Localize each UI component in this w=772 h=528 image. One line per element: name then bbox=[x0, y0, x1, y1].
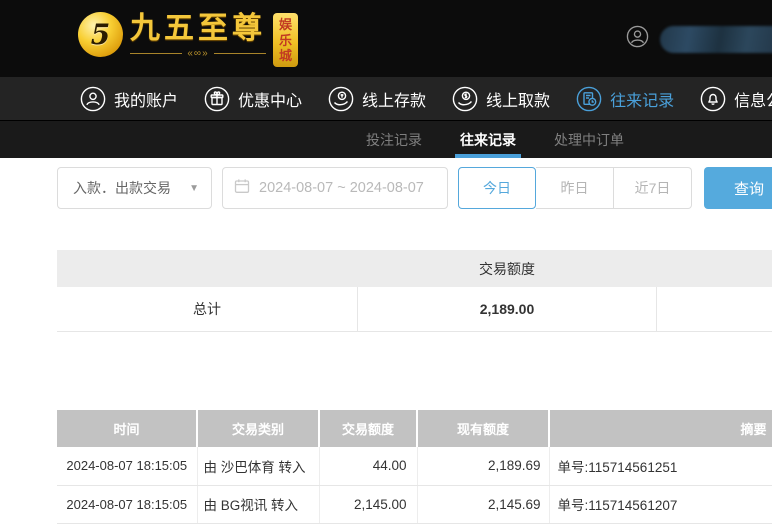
yesterday-button[interactable]: 昨日 bbox=[536, 167, 614, 209]
badge-char: 乐 bbox=[278, 32, 292, 48]
dropdown-arrow-icon: ▼ bbox=[189, 182, 199, 194]
nav-label: 往来记录 bbox=[610, 92, 675, 110]
col-header-type: 交易类别 bbox=[197, 410, 320, 447]
nav-label: 线上取款 bbox=[486, 92, 551, 110]
cell-type: 由 沙巴体育 转入 bbox=[197, 447, 320, 486]
summary-total-row: 总计 2,189.00 bbox=[57, 287, 772, 332]
avatar-icon bbox=[626, 25, 649, 53]
nav-item-deposit[interactable]: 线上存款 bbox=[328, 86, 426, 112]
summary-total-value: 2,189.00 bbox=[357, 287, 657, 331]
today-button[interactable]: 今日 bbox=[458, 167, 536, 209]
filter-row: 入款．出款交易 ▼ 2024-08-07 ~ 2024-08-07 今日 昨日 … bbox=[57, 167, 772, 209]
records-table: 时间 交易类别 交易额度 现有额度 摘要 2024-08-07 18:15:05… bbox=[57, 410, 772, 524]
select-value: 入款．出款交易 bbox=[73, 180, 171, 196]
col-header-summary: 摘要 bbox=[549, 410, 772, 447]
cell-amount: 2,145.00 bbox=[319, 485, 418, 524]
cell-amount: 44.00 bbox=[319, 447, 418, 486]
flourish-ornament-icon: «∞» bbox=[130, 48, 266, 59]
tab-processing-orders[interactable]: 处理中订单 bbox=[554, 131, 624, 148]
gift-icon bbox=[204, 86, 230, 112]
nav-item-announcements[interactable]: 信息公告 bbox=[700, 86, 772, 112]
table-row: 2024-08-07 18:15:05 由 BG视讯 转入 2,145.00 2,14… bbox=[57, 485, 772, 524]
nav-label: 线上存款 bbox=[362, 92, 427, 110]
cell-summary: 单号:115714561251 bbox=[549, 447, 772, 486]
logo-95-icon: 5 bbox=[78, 12, 123, 57]
cell-type: 由 BG视讯 转入 bbox=[197, 485, 320, 524]
username-redacted bbox=[660, 25, 772, 53]
badge-char: 娱 bbox=[278, 17, 292, 32]
transaction-type-select[interactable]: 入款．出款交易 ▼ bbox=[57, 167, 212, 209]
nav-item-withdraw[interactable]: 线上取款 bbox=[452, 86, 550, 112]
col-header-time: 时间 bbox=[57, 410, 198, 447]
nav-label: 信息公告 bbox=[734, 92, 772, 110]
user-icon bbox=[80, 86, 106, 112]
summary-total-label: 总计 bbox=[193, 301, 221, 317]
brand-title-block: 九五至尊 «∞» bbox=[130, 12, 266, 59]
nav-label: 优惠中心 bbox=[238, 92, 303, 110]
records-doc-clock-icon bbox=[576, 86, 602, 112]
cell-summary: 单号:115714561207 bbox=[549, 485, 772, 524]
deposit-hand-coin-icon bbox=[328, 86, 354, 112]
sub-navbar: 投注记录 往来记录 处理中订单 bbox=[0, 120, 772, 158]
date-range-value: 2024-08-07 ~ 2024-08-07 bbox=[259, 180, 424, 196]
summary-header-amount: 交易额度 bbox=[479, 260, 535, 277]
cell-time: 2024-08-07 18:15:05 bbox=[57, 485, 198, 524]
nav-item-my-account[interactable]: 我的账户 bbox=[80, 86, 178, 112]
quick-date-button-group: 今日 昨日 近7日 bbox=[458, 167, 692, 209]
nav-item-transaction-records[interactable]: 往来记录 bbox=[576, 86, 674, 112]
brand-badge: 娱 乐 城 bbox=[273, 13, 298, 67]
top-brand-bar: 5 九五至尊 «∞» 娱 乐 城 bbox=[0, 0, 772, 77]
nav-item-promotions[interactable]: 优惠中心 bbox=[204, 86, 302, 112]
col-header-amount: 交易额度 bbox=[319, 410, 418, 447]
summary-table: 交易额度 总计 2,189.00 bbox=[57, 250, 772, 332]
main-navbar: 我的账户 优惠中心 bbox=[0, 77, 772, 120]
records-tbody: 2024-08-07 18:15:05 由 沙巴体育 转入 44.00 2,189.6… bbox=[57, 447, 772, 524]
summary-table-header: 交易额度 bbox=[57, 250, 772, 287]
tab-betting-records[interactable]: 投注记录 bbox=[366, 131, 422, 148]
records-header-row: 时间 交易类别 交易额度 现有额度 摘要 bbox=[57, 410, 772, 447]
brand-title: 九五至尊 bbox=[130, 12, 266, 45]
withdraw-hand-coin-icon bbox=[452, 86, 478, 112]
tab-transaction-records[interactable]: 往来记录 bbox=[455, 121, 521, 158]
cell-balance: 2,189.69 bbox=[417, 447, 550, 486]
table-row: 2024-08-07 18:15:05 由 沙巴体育 转入 44.00 2,189.6… bbox=[57, 447, 772, 486]
cell-balance: 2,145.69 bbox=[417, 485, 550, 524]
nav-label: 我的账户 bbox=[114, 92, 179, 110]
date-range-input[interactable]: 2024-08-07 ~ 2024-08-07 bbox=[222, 167, 448, 209]
calendar-icon bbox=[234, 178, 250, 198]
brand-logo[interactable]: 5 九五至尊 «∞» 娱 乐 城 bbox=[78, 12, 298, 67]
user-menu[interactable] bbox=[626, 25, 772, 53]
col-header-balance: 现有额度 bbox=[417, 410, 550, 447]
search-button[interactable]: 查询 bbox=[704, 167, 772, 209]
cell-time: 2024-08-07 18:15:05 bbox=[57, 447, 198, 486]
last-7-days-button[interactable]: 近7日 bbox=[614, 167, 692, 209]
bell-icon bbox=[700, 86, 726, 112]
badge-char: 城 bbox=[278, 48, 292, 64]
